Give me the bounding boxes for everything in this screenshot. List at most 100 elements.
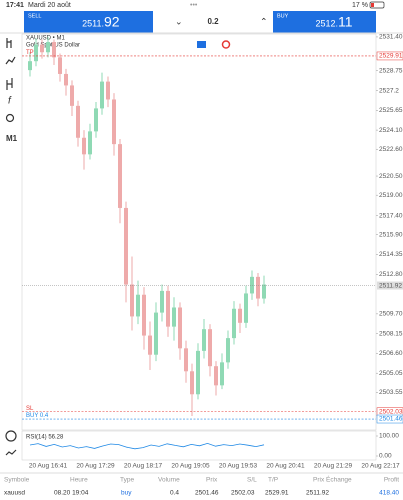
candle-body xyxy=(82,137,86,155)
sell-label: SELL xyxy=(28,13,41,19)
candle-body xyxy=(28,61,32,71)
candle-body xyxy=(160,290,164,313)
x-tick-label: 20 Aug 22:17 xyxy=(361,463,400,470)
column-header: Heure xyxy=(70,477,88,484)
candle-body xyxy=(244,293,248,323)
candle-body xyxy=(214,366,218,386)
candle-body xyxy=(232,308,236,339)
candle-body xyxy=(88,131,92,155)
x-tick-label: 20 Aug 19:53 xyxy=(219,463,258,470)
candle-body xyxy=(190,371,194,395)
level-price: 2501.46 xyxy=(379,416,403,423)
buy-button[interactable]: BUY 2512. 11 xyxy=(273,11,376,33)
cell: 08.20 19:04 xyxy=(54,490,89,497)
y-tick-label: 2505.05 xyxy=(379,370,403,377)
tool-shapes[interactable] xyxy=(5,113,15,123)
candle-body xyxy=(94,108,98,132)
cell: 418.40 xyxy=(379,490,399,497)
cell: 2502.03 xyxy=(231,490,255,497)
y-tick-label: 2517.40 xyxy=(379,212,403,219)
level-name: TP xyxy=(26,50,34,56)
status-date: Mardi 20 août xyxy=(28,2,71,9)
level-box xyxy=(376,414,403,424)
tool-trend[interactable] xyxy=(5,449,17,456)
cell: 2501.46 xyxy=(195,490,219,497)
y-tick-label: 0.00 xyxy=(379,453,392,460)
candle-body xyxy=(250,276,254,294)
sell-bg xyxy=(24,11,153,33)
column-header: Symbole xyxy=(4,477,30,484)
chart-symbol: XAUUSD • M1 xyxy=(26,36,65,42)
volume-up[interactable]: ⌃ xyxy=(260,16,268,26)
cell: 2511.92 xyxy=(306,490,329,497)
candle-body xyxy=(52,42,56,58)
bid-price: 2511.92 xyxy=(379,282,402,289)
candle-body xyxy=(34,44,38,62)
tool-function[interactable]: f xyxy=(8,96,12,107)
sell-price-big: 92 xyxy=(104,14,120,30)
candle-body xyxy=(76,105,80,138)
candle-body xyxy=(196,350,200,395)
candle-body xyxy=(184,348,188,372)
y-tick-label: 100.00 xyxy=(379,433,399,440)
rsi-line xyxy=(29,442,265,450)
candle-body xyxy=(64,73,68,86)
cell: 0.4 xyxy=(170,490,179,497)
volume-down[interactable]: ⌄ xyxy=(175,16,183,26)
volume[interactable]: 0.2 xyxy=(207,17,219,26)
column-header: T/P xyxy=(268,477,278,484)
candle-body xyxy=(208,329,212,367)
candle-body xyxy=(148,335,152,355)
tool-indicators[interactable] xyxy=(5,56,16,65)
battery-icon xyxy=(369,1,385,9)
tool-gauge[interactable] xyxy=(5,430,17,442)
sell-button[interactable]: SELL 2511. 92 xyxy=(24,11,153,33)
tool-objects[interactable] xyxy=(6,78,13,90)
column-header: Volume xyxy=(158,477,180,484)
battery-level xyxy=(371,3,374,7)
candle-body xyxy=(46,42,50,53)
candle-body xyxy=(166,290,170,327)
buy-label: BUY xyxy=(277,13,289,19)
candle-body xyxy=(256,276,260,299)
buy-bg xyxy=(273,11,376,33)
candle-body xyxy=(226,338,230,363)
column-header: Prix xyxy=(206,477,218,484)
chart-frame xyxy=(21,33,377,431)
column-header: Type xyxy=(120,477,134,484)
candle-body xyxy=(118,144,122,208)
x-tick-label: 20 Aug 18:17 xyxy=(124,463,163,470)
tool-crosshair[interactable] xyxy=(6,38,12,48)
candle-body xyxy=(136,294,140,317)
y-tick-label: 2520.50 xyxy=(379,173,403,180)
y-tick-label: 2519.00 xyxy=(379,192,403,199)
y-tick-label: 2522.60 xyxy=(379,146,403,153)
timeframe[interactable]: M1 xyxy=(6,134,18,143)
y-tick-label: 2503.55 xyxy=(379,389,403,396)
column-header: Prix Échange xyxy=(313,475,352,484)
left-toolbar: f M1 xyxy=(5,38,18,456)
candle-body xyxy=(142,294,146,336)
flag-icon[interactable] xyxy=(197,41,206,48)
y-tick-label: 2512.80 xyxy=(379,271,403,278)
bid-box xyxy=(377,281,403,290)
y-tick-label: 2528.75 xyxy=(379,67,403,74)
candle-body xyxy=(112,99,116,145)
candle-body xyxy=(178,307,182,349)
battery-text: 17 % xyxy=(352,2,368,9)
cell: buy xyxy=(121,490,132,497)
y-tick-label: 2525.65 xyxy=(379,107,403,114)
level-name: BUY 0.4 xyxy=(26,413,49,419)
candle-body xyxy=(124,207,128,285)
level-name: SL xyxy=(26,406,34,412)
gold-icon[interactable] xyxy=(221,40,231,49)
buy-price-big: 11 xyxy=(338,14,353,30)
candle-body xyxy=(172,307,176,327)
y-tick-label: 2524.10 xyxy=(379,127,403,134)
y-tick-label: 2506.60 xyxy=(379,350,403,357)
x-tick-label: 20 Aug 19:05 xyxy=(171,463,210,470)
y-tick-label: 2527.2 xyxy=(379,87,399,94)
